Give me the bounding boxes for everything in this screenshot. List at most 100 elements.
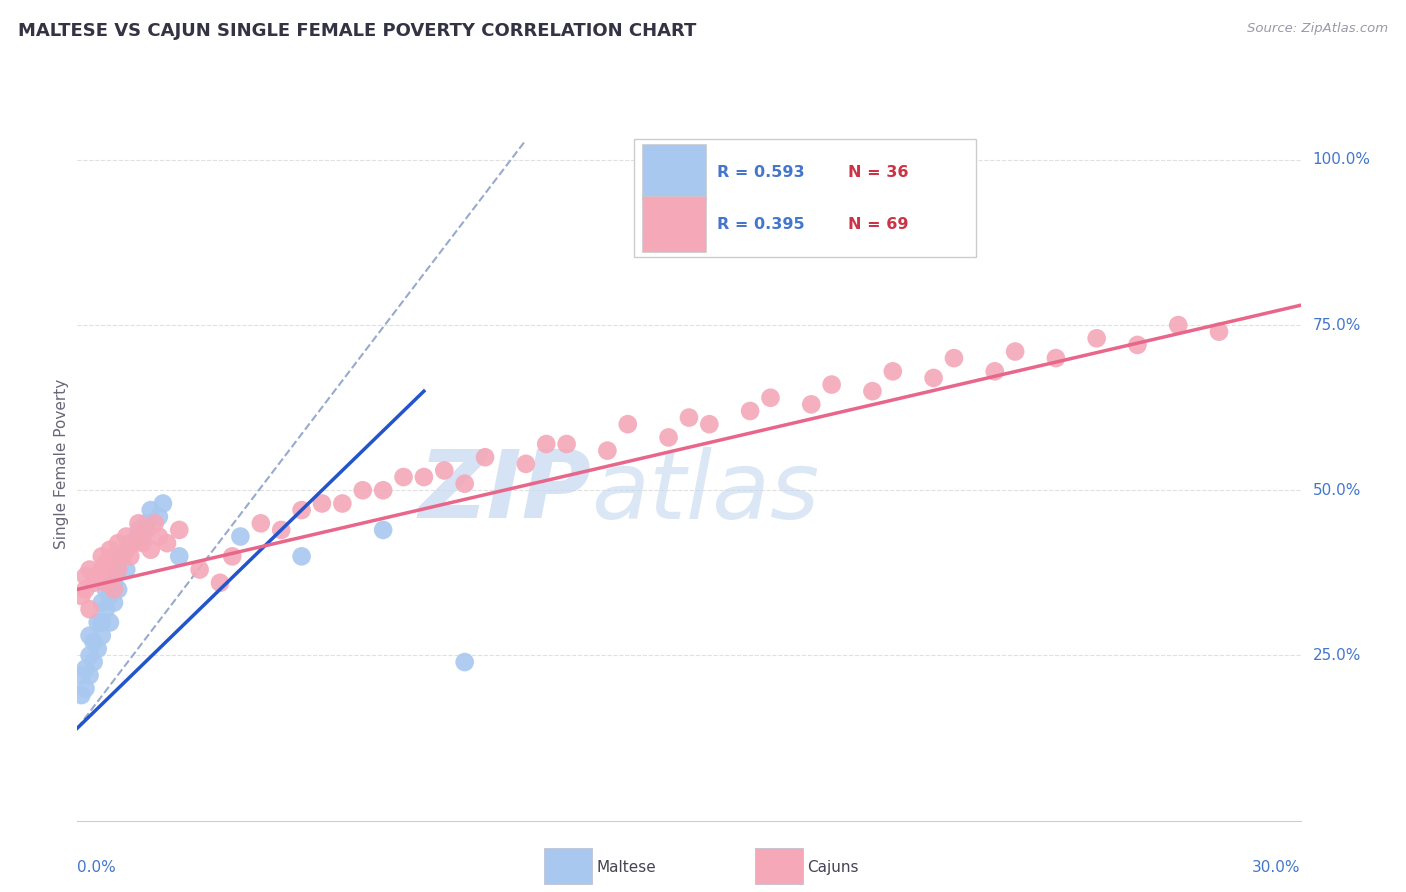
Point — [120, 536, 142, 550]
Point — [90, 596, 112, 610]
Point — [208, 575, 231, 590]
Point — [862, 384, 884, 399]
Text: 50.0%: 50.0% — [1313, 483, 1361, 498]
Point — [699, 417, 721, 432]
Point — [371, 523, 394, 537]
Text: N = 36: N = 36 — [848, 165, 908, 180]
Point — [882, 364, 904, 378]
Point — [98, 615, 121, 630]
Point — [515, 457, 537, 471]
Text: MALTESE VS CAJUN SINGLE FEMALE POVERTY CORRELATION CHART: MALTESE VS CAJUN SINGLE FEMALE POVERTY C… — [18, 22, 696, 40]
Point — [188, 563, 211, 577]
Point — [759, 391, 782, 405]
Point — [290, 549, 312, 564]
Point — [90, 615, 112, 630]
Point — [111, 549, 134, 564]
Point — [103, 582, 125, 597]
Point — [90, 549, 112, 564]
Point — [87, 615, 110, 630]
Point — [135, 516, 157, 531]
Text: Maltese: Maltese — [596, 860, 655, 874]
Point — [94, 602, 117, 616]
Point — [90, 563, 112, 577]
Point — [596, 443, 619, 458]
Point — [250, 516, 273, 531]
Point — [169, 549, 191, 564]
Point — [70, 668, 93, 682]
Point — [98, 589, 121, 603]
Point — [79, 668, 101, 682]
Point — [98, 569, 121, 583]
Text: 100.0%: 100.0% — [1313, 153, 1371, 168]
Point — [984, 364, 1007, 378]
Point — [156, 536, 179, 550]
Point — [115, 529, 138, 543]
Point — [148, 529, 170, 543]
Point — [87, 641, 110, 656]
Point — [821, 377, 844, 392]
Point — [534, 437, 557, 451]
Point — [79, 602, 101, 616]
Point — [352, 483, 374, 498]
Point — [221, 549, 243, 564]
Point — [103, 596, 125, 610]
Point — [1167, 318, 1189, 332]
Point — [555, 437, 578, 451]
Point — [75, 569, 97, 583]
Point — [922, 371, 945, 385]
Text: 0.0%: 0.0% — [77, 860, 117, 875]
Point — [75, 582, 97, 597]
Point — [94, 582, 117, 597]
Point — [169, 523, 191, 537]
Point — [124, 536, 146, 550]
Point — [1085, 331, 1108, 345]
Point — [740, 404, 762, 418]
Point — [79, 629, 101, 643]
Point — [332, 496, 354, 510]
Point — [131, 536, 153, 550]
FancyBboxPatch shape — [634, 139, 976, 257]
Point — [70, 589, 93, 603]
Point — [127, 523, 149, 537]
FancyBboxPatch shape — [643, 145, 706, 200]
Point — [83, 575, 105, 590]
Point — [800, 397, 823, 411]
Point — [70, 688, 93, 702]
Text: Cajuns: Cajuns — [807, 860, 859, 874]
Point — [107, 582, 129, 597]
Point — [79, 648, 101, 663]
Point — [942, 351, 965, 365]
FancyBboxPatch shape — [643, 196, 706, 252]
Point — [107, 536, 129, 550]
Point — [139, 503, 162, 517]
Point — [87, 569, 110, 583]
Text: ZIP: ZIP — [418, 446, 591, 539]
Y-axis label: Single Female Poverty: Single Female Poverty — [53, 379, 69, 549]
Point — [127, 529, 149, 543]
Point — [107, 563, 129, 577]
Point — [152, 496, 174, 510]
Point — [127, 516, 149, 531]
Point — [371, 483, 394, 498]
Point — [135, 523, 157, 537]
Text: R = 0.395: R = 0.395 — [717, 217, 804, 232]
Point — [678, 410, 700, 425]
Point — [120, 549, 142, 564]
Point — [1208, 325, 1230, 339]
Point — [392, 470, 415, 484]
Point — [229, 529, 252, 543]
Point — [311, 496, 333, 510]
Point — [94, 556, 117, 570]
Point — [103, 575, 125, 590]
Text: R = 0.593: R = 0.593 — [717, 165, 804, 180]
Point — [658, 430, 681, 444]
Point — [75, 681, 97, 696]
Point — [433, 463, 456, 477]
Point — [453, 655, 475, 669]
Point — [139, 542, 162, 557]
Text: atlas: atlas — [591, 447, 820, 538]
Point — [290, 503, 312, 517]
Text: Source: ZipAtlas.com: Source: ZipAtlas.com — [1247, 22, 1388, 36]
Point — [103, 549, 125, 564]
Point — [148, 509, 170, 524]
